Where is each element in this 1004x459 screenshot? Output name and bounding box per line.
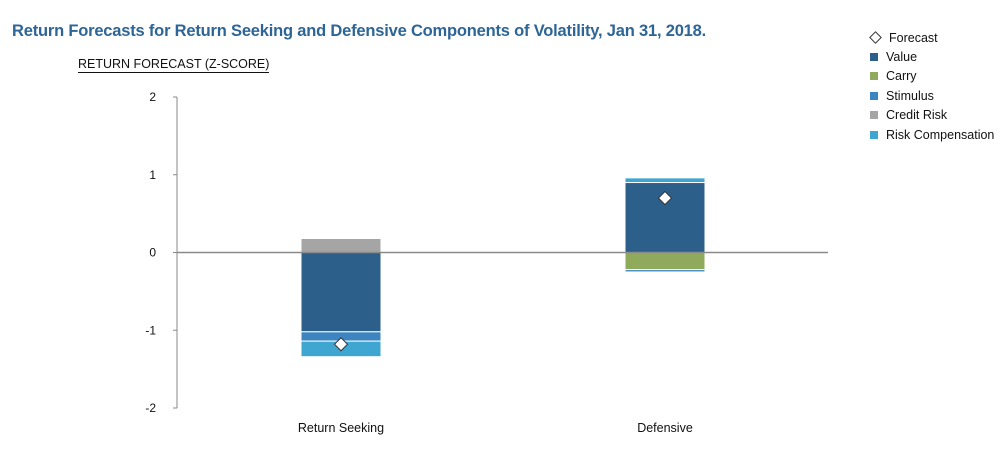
- legend-label-forecast: Forecast: [889, 30, 938, 45]
- legend-swatch-risk-compensation: [870, 130, 878, 139]
- legend: Forecast Value Carry Stimulus Credit Ris…: [869, 28, 994, 144]
- legend-item-carry: Carry: [870, 67, 994, 86]
- legend-item-credit-risk: Credit Risk: [870, 106, 994, 125]
- y-tick-label: 1: [149, 168, 156, 182]
- bar-segment-risk-compensation-defensive: [624, 177, 706, 184]
- legend-label-risk-compensation: Risk Compensation: [886, 127, 995, 142]
- legend-swatch-carry: [870, 72, 878, 81]
- legend-label-stimulus: Stimulus: [886, 88, 934, 103]
- legend-swatch-credit-risk: [870, 111, 878, 120]
- forecast-marker-defensive: [657, 190, 673, 206]
- legend-label-carry: Carry: [886, 69, 917, 84]
- forecast-marker-return-seeking: [333, 337, 349, 352]
- bar-segment-value-return-seeking: [300, 252, 382, 333]
- legend-label-credit-risk: Credit Risk: [886, 108, 948, 123]
- legend-item-stimulus: Stimulus: [870, 86, 994, 105]
- y-tick-label: 2: [149, 90, 156, 104]
- x-category-label: Return Seeking: [298, 421, 384, 435]
- bar-segment-stimulus-defensive: [624, 269, 706, 273]
- legend-item-forecast: Forecast: [869, 28, 994, 47]
- legend-item-risk-compensation: Risk Compensation: [870, 125, 994, 144]
- legend-item-value: Value: [870, 47, 994, 66]
- y-tick-label: -1: [145, 323, 156, 337]
- bar-segment-credit-risk-return-seeking: [300, 238, 382, 254]
- legend-label-value: Value: [886, 50, 918, 65]
- y-tick-label: -2: [145, 401, 156, 415]
- legend-swatch-value: [870, 53, 878, 62]
- y-tick-label: 0: [149, 246, 156, 260]
- bar-segment-carry-defensive: [624, 252, 706, 271]
- legend-swatch-stimulus: [870, 91, 878, 100]
- chart-title: Return Forecasts for Return Seeking and …: [12, 22, 707, 40]
- y-axis-label: RETURN FORECAST (Z-SCORE): [78, 57, 270, 73]
- x-category-label: Defensive: [637, 421, 693, 435]
